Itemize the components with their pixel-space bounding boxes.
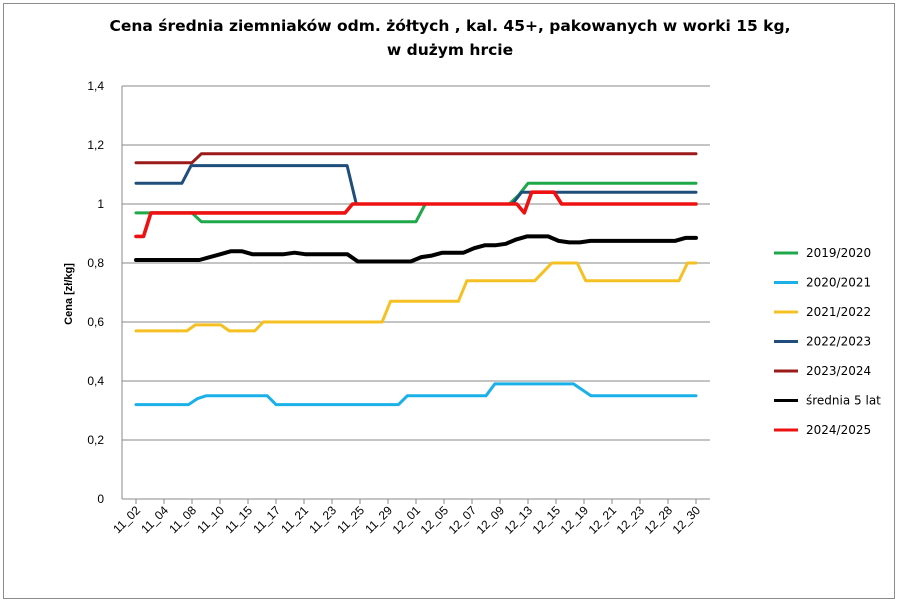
x-tick-label: 11_17 — [250, 503, 283, 536]
gridlines — [121, 85, 710, 500]
x-tick-label: 12_28 — [642, 503, 676, 537]
x-tick-label: 11_04 — [138, 503, 171, 536]
y-axis-ticks: 0 0,2 0,4 0,6 0,8 1 1,2 1,4 — [87, 79, 104, 506]
legend-label: 2024/2025 — [806, 423, 871, 437]
x-tick-label: 12_19 — [558, 503, 592, 537]
series-line-2023-2024 — [134, 152, 698, 165]
x-axis-ticks: 11_0211_0411_0811_1011_1511_1711_2111_23… — [110, 499, 703, 537]
y-tick-label: 1,2 — [87, 138, 104, 152]
x-tick-label: 11_29 — [362, 503, 395, 536]
x-tick-label: 11_08 — [166, 503, 199, 536]
chart-title-line-1: Cena średnia ziemniaków odm. żółtych , k… — [109, 17, 791, 35]
series-line--rednia-5-lat — [134, 234, 698, 264]
x-tick-label: 12_07 — [446, 503, 480, 537]
y-tick-label: 0,2 — [87, 433, 104, 447]
y-tick-label: 0,4 — [87, 374, 104, 388]
chart-title-line-2: w dużym hrcie — [386, 41, 514, 59]
y-tick-label: 0,8 — [87, 256, 104, 270]
chart-title: Cena średnia ziemniaków odm. żółtych , k… — [0, 14, 900, 62]
x-tick-label: 11_25 — [334, 503, 367, 536]
x-tick-label: 12_05 — [418, 503, 452, 537]
legend-label: 2020/2021 — [806, 276, 871, 290]
y-tick-label: 1,4 — [87, 79, 104, 93]
x-tick-label: 11_23 — [306, 503, 339, 536]
y-tick-label: 0,6 — [87, 315, 104, 329]
x-tick-label: 12_21 — [586, 503, 620, 537]
x-tick-label: 12_13 — [502, 503, 536, 537]
x-tick-label: 11_10 — [194, 503, 227, 536]
x-tick-label: 12_15 — [530, 503, 564, 537]
legend: 2019/2020 2020/2021 2021/2022 2022/2023 2023… — [774, 246, 881, 437]
legend-label: średnia 5 lat — [806, 394, 881, 408]
series-line-2021-2022 — [134, 261, 698, 333]
legend-label: 2021/2022 — [806, 305, 871, 319]
x-tick-label: 11_21 — [278, 503, 311, 536]
series-line-2019-2020 — [134, 181, 698, 224]
x-tick-label: 12_30 — [670, 503, 704, 537]
series-line-2020-2021 — [134, 382, 698, 407]
x-tick-label: 12_09 — [474, 503, 508, 537]
series-line-2024-2025 — [134, 190, 698, 239]
series-lines — [134, 152, 698, 407]
x-tick-label: 11_02 — [110, 503, 143, 536]
x-tick-label: 12_23 — [614, 503, 648, 537]
legend-label: 2022/2023 — [806, 335, 871, 349]
y-tick-label: 1 — [97, 197, 104, 211]
x-tick-label: 11_15 — [222, 503, 255, 536]
y-tick-label: 0 — [97, 492, 104, 506]
y-axis-label: Cena [zł/kg] — [63, 263, 75, 325]
x-tick-label: 12_01 — [390, 503, 424, 537]
legend-label: 2023/2024 — [806, 364, 871, 378]
legend-label: 2019/2020 — [806, 246, 871, 260]
